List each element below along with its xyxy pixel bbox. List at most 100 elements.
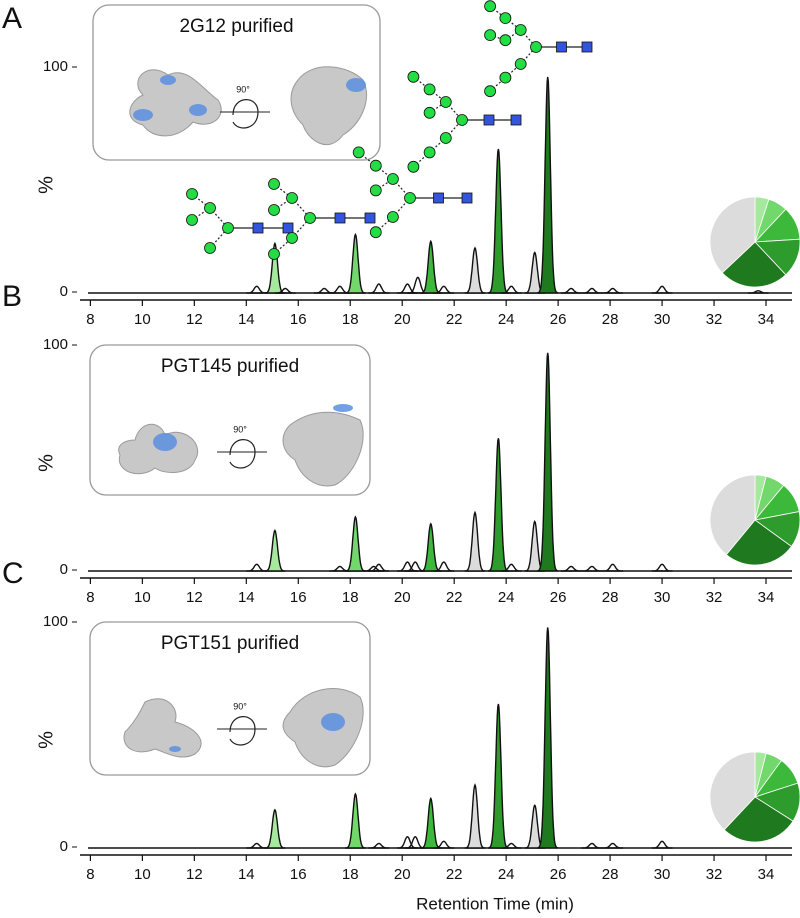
em-maps — [118, 404, 364, 487]
peak — [246, 842, 268, 849]
peak — [420, 522, 442, 572]
mannose — [369, 226, 382, 239]
x-tick-label: 8 — [86, 589, 94, 606]
x-tick-label: 14 — [238, 866, 255, 883]
glcnac — [364, 212, 376, 224]
rotation-label: 90° — [233, 424, 247, 434]
mannose — [268, 248, 280, 260]
pie-slice — [721, 241, 787, 288]
peak — [368, 563, 390, 572]
mannose — [484, 0, 497, 13]
epitope-patch — [160, 75, 176, 85]
mannose — [352, 146, 365, 159]
peak — [602, 842, 624, 849]
peak — [368, 283, 390, 294]
x-tick-label: 30 — [654, 589, 671, 606]
pie-slice — [723, 796, 794, 843]
epitope-patch — [133, 109, 153, 121]
density-map — [129, 69, 222, 137]
mannose — [268, 178, 280, 190]
x-tick-label: 24 — [498, 589, 515, 606]
x-tick-label: 14 — [238, 311, 255, 328]
x-tick-label: 20 — [394, 311, 411, 328]
peak — [464, 783, 486, 849]
mannose — [439, 96, 452, 108]
rotation-label: 90° — [236, 84, 250, 94]
x-tick-label: 26 — [550, 589, 567, 606]
peak — [581, 842, 603, 849]
glcnac — [433, 192, 444, 204]
inset-title: PGT151 purified — [161, 633, 299, 654]
mannose — [456, 114, 468, 126]
mannose — [286, 192, 298, 204]
peak — [464, 246, 486, 294]
peak — [420, 239, 442, 294]
mannose — [514, 58, 527, 70]
mannose — [439, 132, 452, 144]
density-map — [282, 411, 364, 487]
peak — [368, 842, 390, 849]
mannose — [530, 41, 542, 53]
mannose — [407, 160, 420, 173]
glcnac — [282, 222, 294, 234]
x-tick-label: 16 — [290, 311, 307, 328]
peak — [537, 627, 559, 849]
mannose — [268, 204, 280, 216]
peak — [602, 563, 624, 572]
x-tick-label: 12 — [186, 866, 203, 883]
panel-letter: B — [2, 280, 22, 313]
peak — [420, 796, 442, 849]
peak — [602, 287, 624, 294]
x-tick-label: 10 — [134, 589, 151, 606]
mannose — [186, 214, 198, 226]
mannose — [304, 212, 316, 224]
epitope-patch — [169, 746, 181, 752]
peak — [581, 287, 603, 294]
x-tick-label: 22 — [446, 589, 463, 606]
inset-title: 2G12 purified — [179, 16, 293, 37]
y-axis-label: % — [35, 454, 57, 472]
x-tick-label: 22 — [446, 866, 463, 883]
mannose — [186, 188, 198, 200]
inset-title: PGT145 purified — [161, 356, 299, 377]
y-tick-label: 100 — [43, 336, 68, 353]
mannose — [286, 232, 298, 244]
epitope-patch — [346, 78, 366, 92]
peak — [264, 808, 286, 849]
peak — [433, 840, 455, 849]
y-tick-label: 100 — [43, 613, 68, 630]
x-tick-label: 32 — [706, 311, 723, 328]
pie-slice — [709, 196, 756, 274]
x-tick-label: 20 — [394, 866, 411, 883]
epitope-patch — [333, 404, 353, 412]
epitope-patch — [189, 104, 207, 116]
peak — [345, 515, 366, 572]
mannose — [499, 71, 512, 84]
x-tick-label: 30 — [654, 311, 671, 328]
x-tick-label: 28 — [602, 589, 619, 606]
peak — [501, 563, 522, 572]
glcnac — [334, 212, 346, 224]
mannose — [222, 222, 234, 234]
peak — [581, 565, 603, 572]
glcnac — [461, 192, 473, 204]
x-tick-label: 32 — [706, 866, 723, 883]
glycan-icon — [484, 0, 593, 98]
mannose — [204, 202, 216, 214]
em-maps — [129, 66, 367, 146]
em-maps — [123, 688, 364, 768]
peak — [345, 792, 366, 849]
pie-slice — [725, 519, 792, 566]
density-map — [282, 688, 364, 768]
mannose — [404, 192, 416, 204]
x-tick-label: 14 — [238, 589, 255, 606]
glcnac — [581, 41, 593, 53]
epitope-patch — [321, 713, 345, 731]
x-tick-label: 16 — [290, 589, 307, 606]
mannose — [484, 85, 497, 98]
peak — [537, 352, 559, 572]
mannose — [407, 70, 420, 83]
density-map — [123, 698, 202, 758]
x-tick-label: 30 — [654, 866, 671, 883]
